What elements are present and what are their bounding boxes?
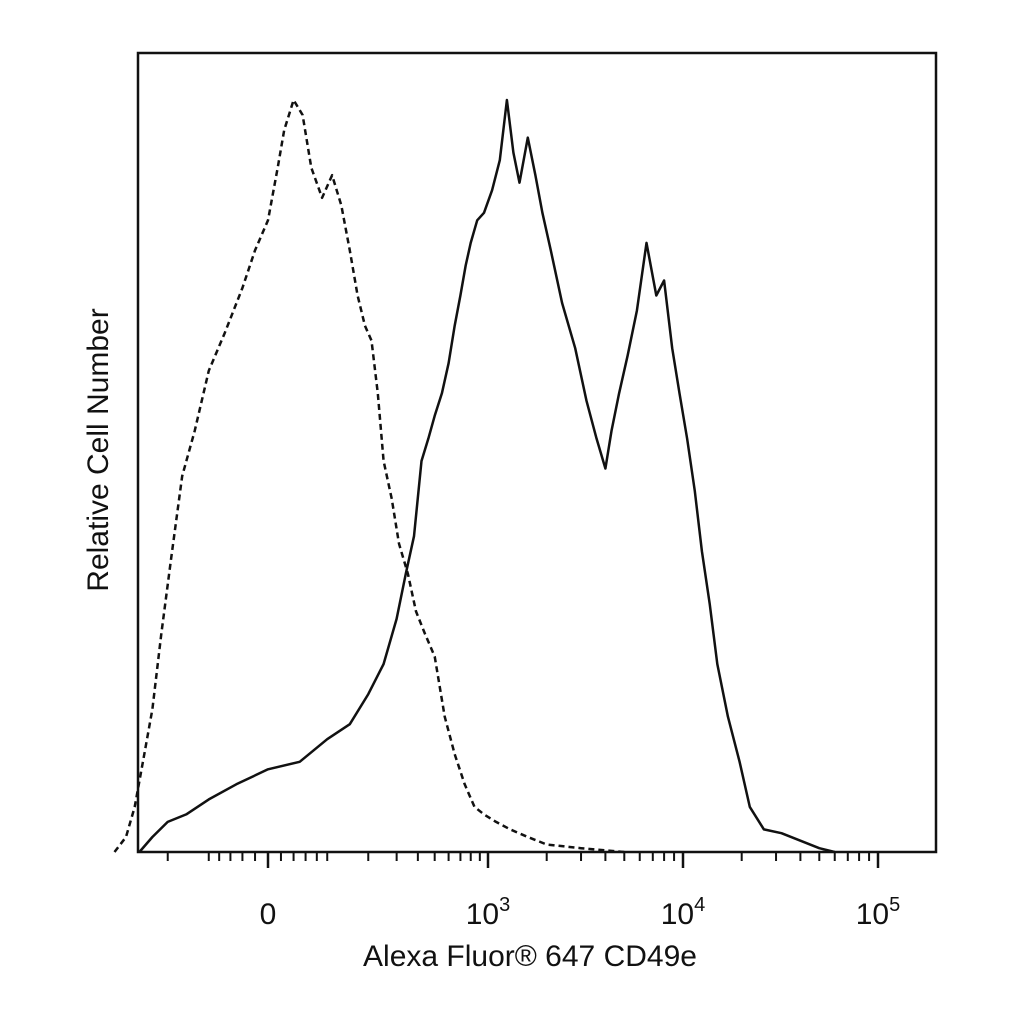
x-tick-labels: 0 103 104 105	[260, 894, 901, 931]
y-axis-title: Relative Cell Number	[82, 308, 115, 591]
x-tick-label: 104	[661, 894, 706, 931]
stained-histogram-line	[138, 98, 835, 854]
series-layer	[113, 98, 835, 854]
control-histogram-line	[113, 98, 625, 854]
x-axis-ticks	[166, 852, 880, 868]
x-tick-label: 0	[260, 898, 277, 931]
x-tick-label: 105	[856, 894, 901, 931]
plot-frame	[136, 51, 938, 854]
x-tick-label: 103	[466, 894, 511, 931]
x-axis-title: Alexa Fluor® 647 CD49e	[363, 940, 697, 973]
